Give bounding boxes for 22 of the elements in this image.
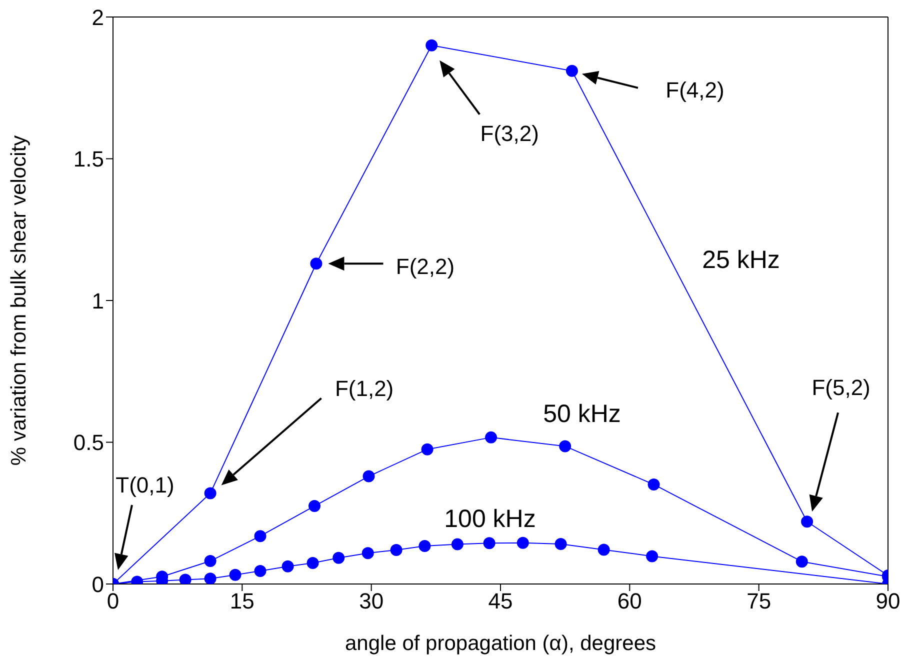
y-tick-label: 1: [92, 288, 104, 314]
annotation: F(1,2): [334, 376, 394, 401]
y-axis-title: % variation from bulk shear velocity: [7, 134, 30, 466]
x-tick-label: 30: [359, 588, 384, 614]
annotation: F(4,2): [666, 77, 724, 102]
y-tick-label: 0: [92, 572, 104, 597]
series-label: 100 kHz: [444, 505, 536, 533]
y-tick-label: 0.5: [73, 430, 104, 456]
annotation: F(3,2): [480, 120, 539, 146]
x-tick-label: 45: [488, 588, 513, 614]
x-axis-title: angle of propagation (α), degrees: [344, 632, 656, 655]
x-tick-label: 75: [746, 588, 772, 614]
annotation: F(5,2): [812, 375, 870, 400]
x-tick-label: 15: [230, 588, 254, 614]
y-tick-label: 2: [92, 4, 104, 30]
series-label: 25 kHz: [702, 246, 780, 274]
y-tick-label: 1.5: [73, 146, 104, 172]
annotation: T(0,1): [116, 472, 174, 498]
annotation: F(2,2): [396, 254, 455, 280]
series-label: 50 kHz: [543, 400, 621, 428]
x-tick-label: 60: [617, 588, 642, 614]
x-tick-label: 90: [876, 588, 900, 614]
